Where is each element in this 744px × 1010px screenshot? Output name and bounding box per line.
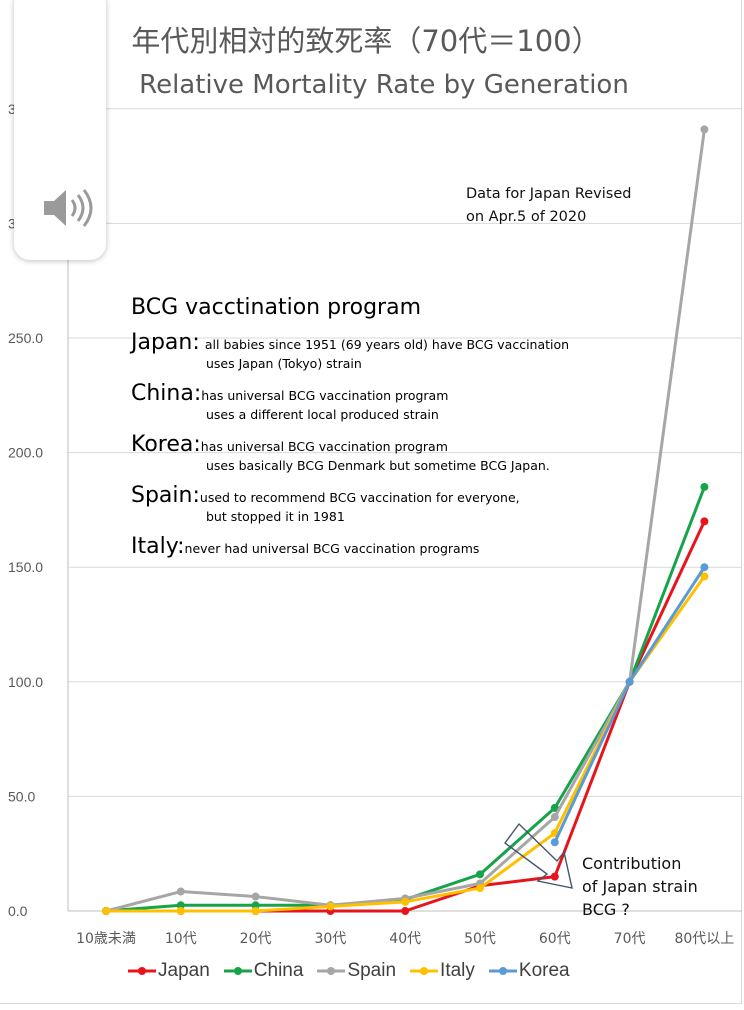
revised-note-line: Data for Japan Revised (466, 186, 632, 202)
bcg-country: Korea: (131, 432, 201, 457)
data-point (326, 902, 335, 911)
data-point (550, 803, 559, 812)
data-point (176, 907, 185, 915)
bcg-entry-korea: Korea:has universal BCG vaccination prog… (131, 432, 569, 473)
data-point (550, 813, 559, 822)
data-point (476, 870, 484, 879)
legend-swatch (488, 967, 517, 975)
legend-swatch (223, 967, 252, 975)
data-point (550, 872, 559, 881)
legend-label: Spain (347, 960, 397, 981)
data-point (401, 907, 410, 915)
y-tick-label-partial: 3 (8, 101, 16, 117)
y-tick-label: 100.0 (8, 674, 43, 690)
chart-legend: Japan China Spain Italy Korea (128, 960, 570, 982)
x-tick-label: 40代 (389, 931, 421, 947)
annotation-arrow (504, 822, 573, 889)
data-point (700, 563, 709, 572)
x-tick-label: 70代 (614, 931, 646, 947)
data-point (251, 901, 260, 910)
x-axis-tick-labels: 10歳未満 10代 20代 30代 40代 50代 60代 70代 80代以上 (76, 931, 734, 947)
x-tick-label: 10歳未満 (76, 931, 136, 947)
x-tick-label: 60代 (539, 931, 571, 947)
bcg-country: Italy: (131, 534, 185, 559)
y-tick-label: 0.0 (8, 903, 28, 919)
y-tick-label: 50.0 (8, 788, 35, 804)
bcg-note: all babies since 1951 (69 years old) hav… (204, 337, 570, 352)
series-korea (550, 563, 709, 847)
bcg-heading: BCG vacctination program (131, 295, 422, 320)
bcg-note: has universal BCG vaccination program (201, 388, 449, 403)
data-point (476, 884, 484, 893)
data-point (102, 907, 110, 915)
contribution-note-line: BCG ? (582, 900, 630, 919)
data-point (176, 901, 185, 910)
bcg-entry-spain: Spain:used to recommend BCG vaccination … (131, 483, 569, 524)
speaker-volume-icon[interactable] (40, 186, 102, 230)
data-point (700, 482, 709, 491)
legend-label: Korea (518, 960, 570, 981)
data-point (176, 887, 185, 896)
legend-swatch (317, 967, 346, 975)
contribution-note-line: of Japan strain (582, 877, 698, 896)
bcg-country: Spain: (131, 483, 200, 508)
chart-title: 年代別相対的致死率（70代＝100） (131, 24, 601, 58)
bcg-note-line2: but stopped it in 1981 (206, 509, 345, 524)
bcg-note: has universal BCG vaccination program (200, 439, 448, 454)
contribution-note-line: Contribution (582, 854, 682, 873)
bcg-country: Japan: (131, 330, 200, 355)
x-tick-label: 20代 (240, 931, 272, 947)
annotation-arrow-layer (504, 822, 573, 889)
bcg-note-line2: uses basically BCG Denmark but sometime … (206, 458, 550, 473)
x-tick-label: 10代 (165, 931, 197, 947)
bcg-note: used to recommend BCG vaccination for ev… (199, 490, 520, 505)
data-point (550, 838, 559, 847)
data-point (625, 677, 634, 686)
x-tick-label: 80代以上 (674, 931, 734, 947)
data-point (700, 517, 709, 526)
legend-item-korea: Korea (488, 960, 570, 982)
revised-note-line: on Apr.5 of 2020 (466, 209, 587, 225)
bcg-entry-japan: Japan: all babies since 1951 (69 years o… (131, 330, 569, 371)
bcg-entry-italy: Italy:never had universal BCG vaccinatio… (131, 534, 569, 559)
series-layer (102, 125, 709, 915)
x-tick-label: 50代 (464, 931, 496, 947)
legend-swatch (128, 967, 156, 975)
data-point (251, 907, 260, 915)
bcg-country: China: (131, 381, 202, 406)
x-tick-label: 30代 (314, 931, 346, 947)
data-point (251, 892, 260, 901)
bcg-entry-china: China:has universal BCG vaccination prog… (131, 381, 569, 422)
bcg-note: never had universal BCG vaccination prog… (184, 541, 480, 556)
data-point (401, 897, 410, 906)
bcg-note-line2: uses Japan (Tokyo) strain (206, 356, 362, 371)
y-axis-tick-labels: 0.0 50.0 100.0 150.0 200.0 250.0 3 3 (8, 101, 43, 919)
y-tick-label: 150.0 (8, 559, 43, 575)
legend-label: China (253, 960, 304, 981)
y-tick-label: 200.0 (8, 445, 43, 461)
legend-item-japan: Japan (128, 960, 210, 982)
data-point (700, 572, 709, 581)
legend-label: Italy (440, 960, 475, 981)
legend-item-china: China (223, 960, 304, 982)
y-tick-label: 250.0 (8, 330, 43, 346)
legend-item-spain: Spain (317, 960, 396, 982)
bcg-annotation: BCG vacctination program Japan: all babi… (131, 295, 569, 569)
y-tick-label-partial: 3 (8, 215, 16, 231)
legend-item-italy: Italy (410, 960, 475, 982)
legend-label: Japan (158, 960, 210, 981)
chart-subtitle: Relative Mortality Rate by Generation (139, 70, 629, 100)
revised-note: Data for Japan Revised on Apr.5 of 2020 (466, 183, 631, 229)
legend-swatch (410, 967, 439, 975)
data-point (700, 125, 709, 134)
volume-control[interactable] (14, 0, 106, 260)
bcg-note-line2: uses a different local produced strain (206, 407, 439, 422)
contribution-note: Contribution of Japan strain BCG ? (582, 852, 698, 921)
